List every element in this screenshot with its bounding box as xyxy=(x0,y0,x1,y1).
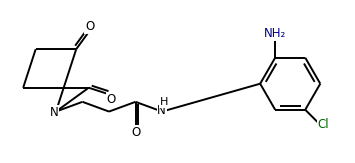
Text: O: O xyxy=(85,20,94,33)
Text: N: N xyxy=(50,106,59,119)
Text: NH₂: NH₂ xyxy=(264,27,286,40)
Text: H: H xyxy=(160,97,168,107)
Text: N: N xyxy=(157,104,166,117)
Text: Cl: Cl xyxy=(317,118,329,131)
Text: O: O xyxy=(106,93,116,106)
Text: O: O xyxy=(132,126,141,139)
